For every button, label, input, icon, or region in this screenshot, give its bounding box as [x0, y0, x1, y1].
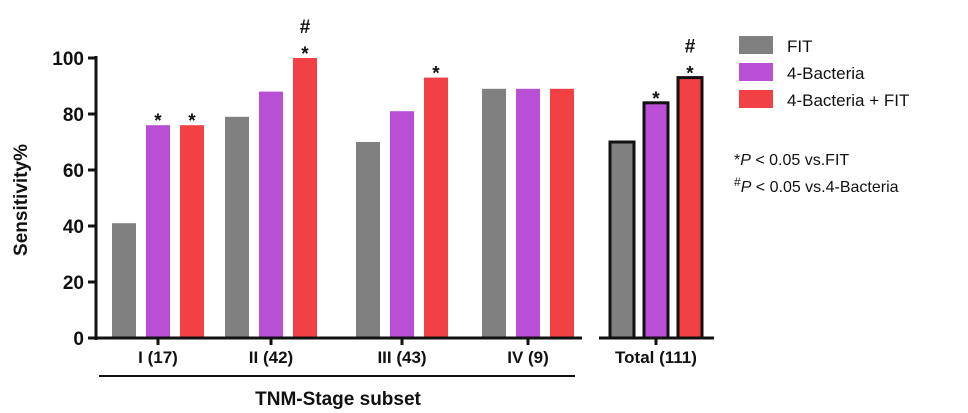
significance-marker: * [686, 64, 694, 85]
bar [225, 116, 249, 338]
bar [293, 58, 317, 338]
legend-label: FIT [787, 37, 813, 56]
significance-marker: * [301, 44, 309, 65]
x-tick-label: II (42) [249, 348, 293, 367]
legend-swatch [739, 90, 773, 108]
legend: FIT 4-Bacteria 4-Bacteria + FIT [739, 36, 909, 110]
y-tick-label: 40 [63, 217, 84, 238]
bar [390, 111, 414, 338]
legend-swatch [739, 63, 773, 81]
significance-marker: * [154, 111, 162, 132]
x-tick-label: IV (9) [507, 348, 549, 367]
significance-note: #P < 0.05 vs.4-Bacteria [734, 175, 899, 196]
y-tick-label: 100 [52, 49, 84, 70]
significance-notes: *P < 0.05 vs.FIT #P < 0.05 vs.4-Bacteria [734, 152, 899, 196]
x-axis: I (17) II (42) III (43) IV (9) Total (111) [96, 336, 714, 377]
y-axis-title: Sensitivity% [11, 144, 32, 256]
x-tick-label: Total (111) [615, 348, 697, 367]
y-tick-label: 80 [63, 105, 84, 126]
significance-marker: * [652, 89, 660, 110]
bar [642, 101, 670, 340]
legend-swatch [739, 36, 773, 54]
significance-marker: # [685, 37, 696, 58]
bars [112, 58, 704, 340]
significance-marker: * [432, 64, 440, 85]
significance-marker: # [300, 17, 311, 38]
significance-marker: * [188, 111, 196, 132]
bar [180, 125, 204, 338]
bar [146, 125, 170, 338]
bar [112, 223, 136, 338]
x-axis-title: TNM-Stage subset [255, 389, 421, 410]
bar [356, 142, 380, 338]
bar [259, 91, 283, 338]
bar [424, 77, 448, 338]
bar [482, 88, 506, 338]
bar [676, 76, 704, 340]
significance-note: *P < 0.05 vs.FIT [734, 152, 849, 169]
y-axis: 0 20 40 60 80 100 [52, 49, 98, 350]
bar [608, 140, 636, 340]
x-tick-label: III (43) [377, 348, 426, 367]
y-tick-label: 0 [73, 329, 84, 350]
legend-label: 4-Bacteria + FIT [787, 91, 909, 110]
bar [516, 88, 540, 338]
significance-markers: * * * # * * * # [154, 17, 695, 132]
y-tick-label: 20 [63, 273, 84, 294]
bar [550, 88, 574, 338]
legend-label: 4-Bacteria [787, 64, 865, 83]
x-tick-label: I (17) [138, 348, 178, 367]
y-tick-label: 60 [63, 161, 84, 182]
